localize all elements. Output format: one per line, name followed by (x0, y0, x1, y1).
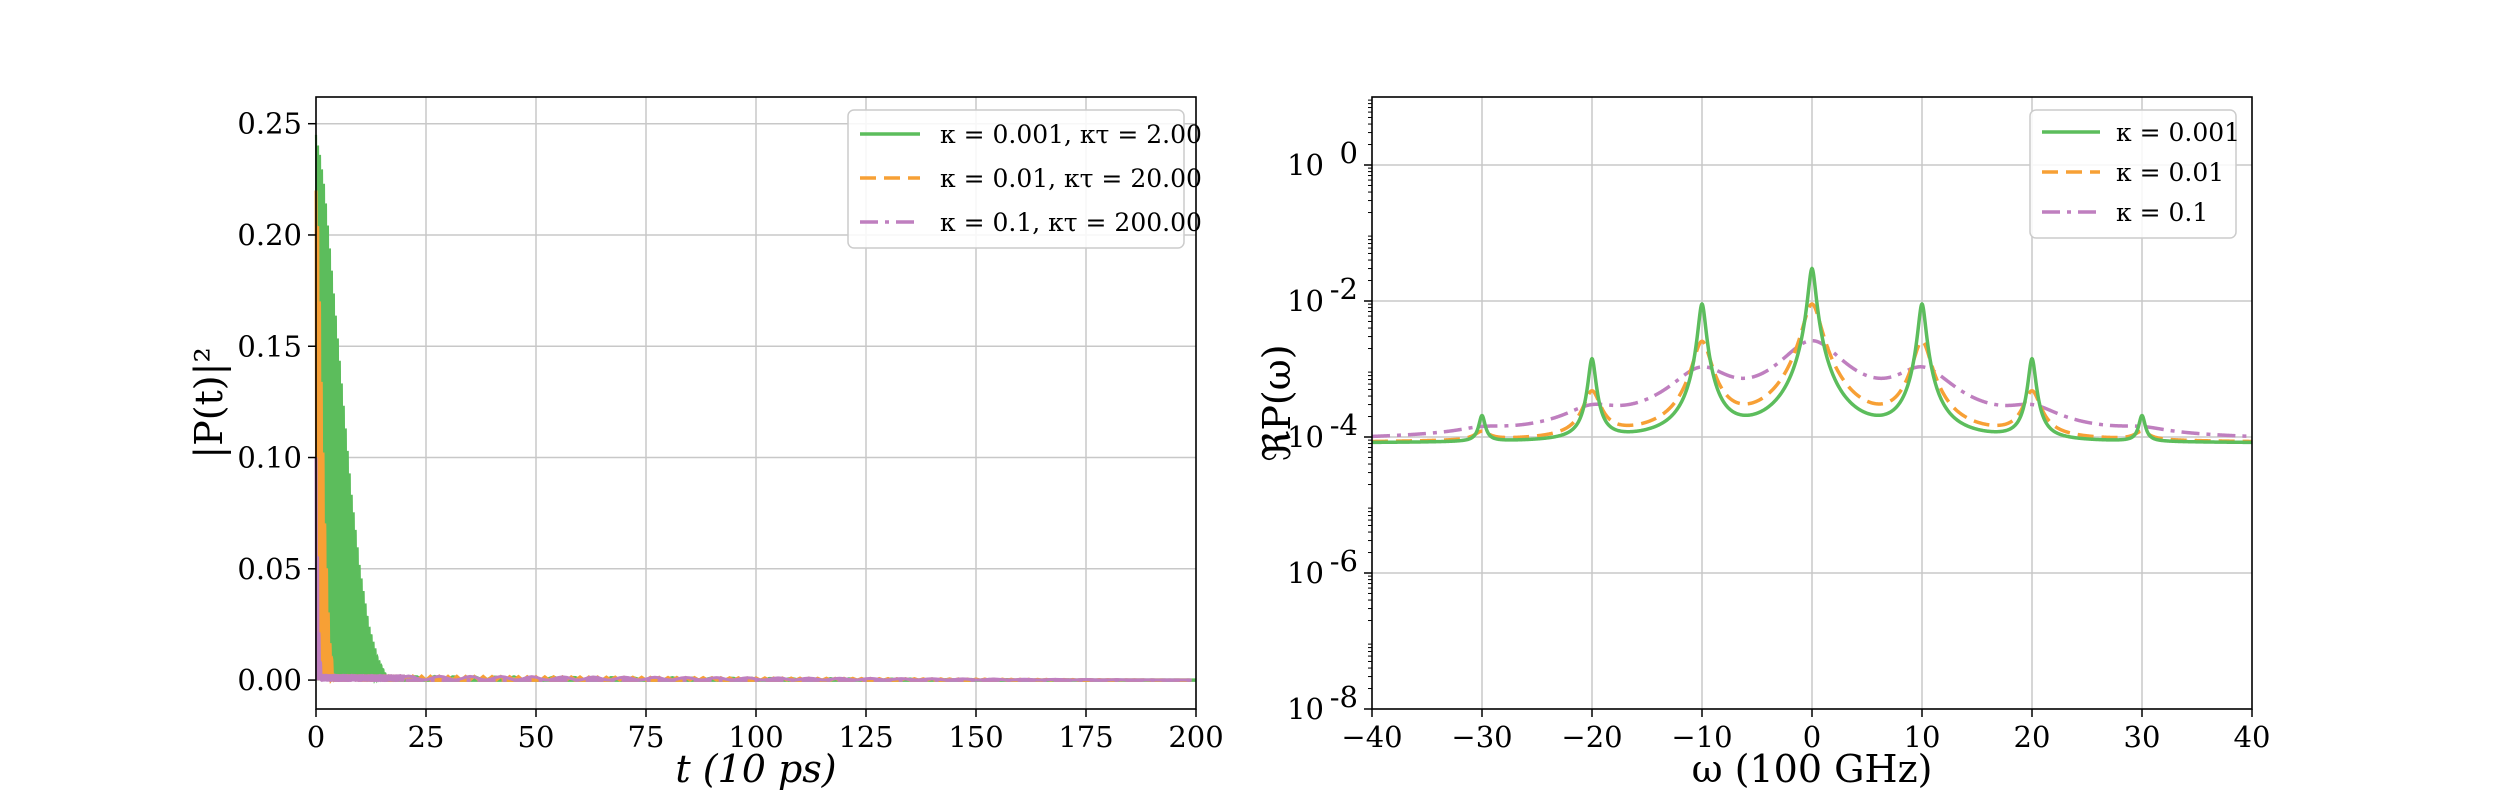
left-x-tick-label: 75 (628, 720, 665, 754)
right-x-tick-label: 20 (2014, 720, 2051, 754)
right-y-tick-exponent: -4 (1330, 408, 1358, 442)
left-x-tick-label: 150 (948, 720, 1003, 754)
right-x-tick-label: −10 (1671, 720, 1732, 754)
left-x-tick-label: 25 (408, 720, 445, 754)
right-y-tick-exponent: -2 (1330, 272, 1358, 306)
left-series-line-1 (314, 190, 1192, 684)
right-x-tick-label: 10 (1904, 720, 1941, 754)
right-x-tick-label: −30 (1451, 720, 1512, 754)
right-y-tick-label: 10 (1287, 556, 1324, 590)
left-y-tick-label: 0.15 (237, 329, 302, 363)
right-x-ticks: −40 −30 −20 −10 0 10 20 30 40 (1341, 709, 2270, 754)
right-x-axis-label: ω (100 GHz) (1692, 747, 1933, 791)
left-y-ticks: 0.00 0.05 0.10 0.15 0.20 0.25 (237, 107, 316, 697)
left-legend-label-2: κ = 0.1, κτ = 200.00 (940, 208, 1202, 237)
right-legend-label-1: κ = 0.01 (2116, 158, 2224, 187)
left-y-tick-label: 0.10 (237, 441, 302, 475)
right-series-line-2 (1370, 338, 2254, 439)
left-x-tick-label: 100 (728, 720, 783, 754)
right-y-tick-label: 10 (1287, 692, 1324, 726)
left-legend-box (847, 109, 1185, 249)
right-y-tick-label: 10 (1287, 420, 1324, 454)
right-legend-box (2029, 109, 2237, 239)
left-y-tick-label: 0.25 (237, 107, 302, 141)
left-x-tick-label: 175 (1058, 720, 1113, 754)
right-y-tick-exponent: 0 (1340, 136, 1358, 170)
right-x-tick-label: 30 (2124, 720, 2161, 754)
left-y-tick-label: 0.00 (237, 663, 302, 697)
left-x-tick-label: 50 (518, 720, 555, 754)
right-y-tick-exponent: -8 (1330, 680, 1358, 714)
left-y-axis-label: |P(t)|² (187, 347, 231, 458)
right-series-line-1 (1370, 302, 2254, 444)
right-y-axis-label: ℜP(ω) (1255, 344, 1299, 461)
right-x-tick-label: 40 (2234, 720, 2271, 754)
right-x-tick-label: −20 (1561, 720, 1622, 754)
left-legend-label-0: κ = 0.001, κτ = 2.00 (940, 120, 1202, 149)
right-legend-label-0: κ = 0.001 (2116, 118, 2240, 147)
left-chart: 0 25 50 75 100 125 150 175 200 0.000.050.100.150… (187, 96, 1224, 791)
right-x-tick-label: 0 (1803, 720, 1821, 754)
right-legend: κ = 0.001 κ = 0.01 κ = 0.1 (2029, 109, 2240, 239)
right-series-layer (1370, 266, 2254, 445)
left-legend-label-1: κ = 0.01, κτ = 20.00 (940, 164, 1202, 193)
left-x-tick-label: 125 (838, 720, 893, 754)
left-x-ticks: 0 25 50 75 100 125 150 175 200 (307, 709, 1224, 754)
left-x-tick-label: 0 (307, 720, 325, 754)
right-chart: −40 −30 −20 −10 0 10 20 30 40 10-810-610-410-210… (1255, 96, 2270, 791)
right-legend-label-2: κ = 0.1 (2116, 198, 2208, 227)
left-series-line-2 (314, 457, 1192, 683)
right-y-tick-label: 10 (1287, 148, 1324, 182)
right-y-tick-label: 10 (1287, 284, 1324, 318)
right-series-line-0 (1370, 266, 2254, 445)
left-x-axis-label: t (10 ps) (675, 747, 836, 791)
left-legend: κ = 0.001, κτ = 2.00 κ = 0.01, κτ = 20.0… (847, 109, 1202, 249)
left-y-tick-label: 0.20 (237, 218, 302, 252)
left-y-tick-label: 0.05 (237, 552, 302, 586)
right-y-tick-exponent: -6 (1330, 544, 1358, 578)
left-series-layer (314, 134, 1196, 685)
right-x-tick-label: −40 (1341, 720, 1402, 754)
left-x-tick-label: 200 (1168, 720, 1223, 754)
